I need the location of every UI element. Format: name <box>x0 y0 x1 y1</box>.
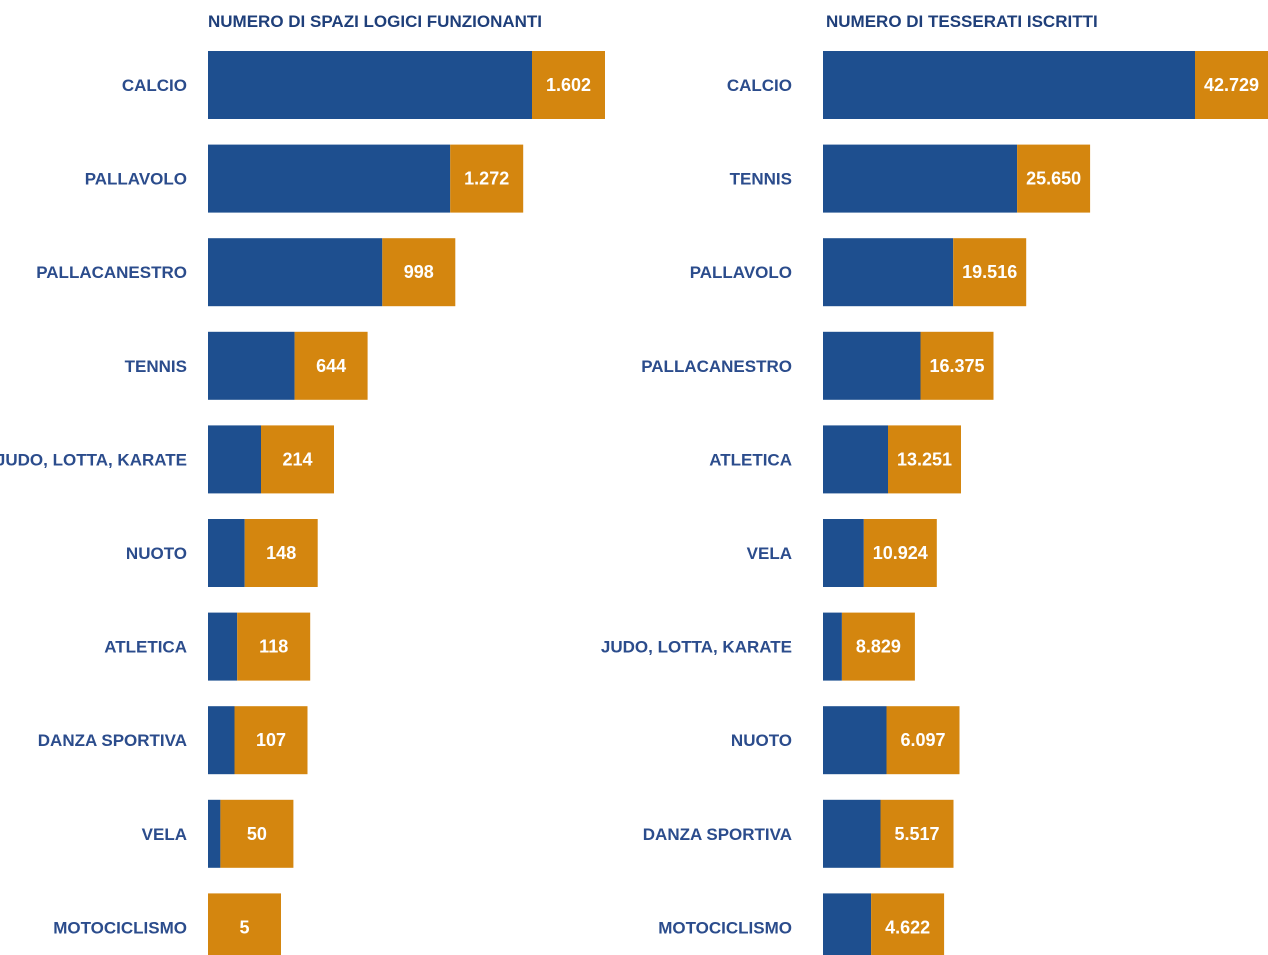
category-label: MOTOCICLISMO <box>53 918 187 937</box>
bar-value-label: 4.622 <box>885 917 930 937</box>
bar-value-label: 998 <box>404 262 434 282</box>
category-label: ATLETICA <box>104 638 187 657</box>
bar-blue-segment <box>208 51 532 119</box>
category-label: NUOTO <box>126 544 187 563</box>
category-label: JUDO, LOTTA, KARATE <box>601 638 792 657</box>
category-label: PALLACANESTRO <box>641 357 792 376</box>
bar-orange-segment <box>234 706 308 775</box>
bar-orange-segment <box>220 799 294 868</box>
bar-blue-segment <box>823 893 872 955</box>
bar-blue-segment <box>823 144 1018 213</box>
bar-blue-segment <box>823 706 887 775</box>
bar-value-label: 148 <box>266 543 296 563</box>
category-label: ATLETICA <box>709 450 792 469</box>
bar-orange-segment <box>888 425 961 494</box>
bar-orange-segment <box>1017 144 1091 213</box>
bar-blue-segment <box>823 425 888 494</box>
bar-value-label: 5 <box>239 917 249 937</box>
bar-blue-segment <box>823 612 842 681</box>
bar-value-label: 19.516 <box>962 262 1017 282</box>
bar-orange-segment <box>237 612 311 681</box>
bar-blue-segment <box>208 612 238 681</box>
bar-orange-segment <box>1195 51 1268 119</box>
bar-value-label: 6.097 <box>900 730 945 750</box>
bar-orange-segment <box>294 331 368 400</box>
bar-orange-segment <box>953 238 1027 307</box>
category-label: VELA <box>747 544 792 563</box>
bar-orange-segment <box>244 519 318 587</box>
category-label: VELA <box>142 825 187 844</box>
bar-orange-segment <box>886 706 960 775</box>
bar-blue-segment <box>208 799 221 868</box>
bar-value-label: 5.517 <box>894 824 939 844</box>
bar-value-label: 118 <box>259 637 288 657</box>
bar-value-label: 8.829 <box>856 637 901 657</box>
bar-value-label: 107 <box>256 730 286 750</box>
category-label: DANZA SPORTIVA <box>38 731 187 750</box>
bar-blue-segment <box>823 238 954 307</box>
bar-orange-segment <box>208 893 281 955</box>
bar-blue-segment <box>823 799 881 868</box>
category-label: TENNIS <box>730 170 792 189</box>
category-label: PALLACANESTRO <box>36 263 187 282</box>
bar-orange-segment <box>382 238 456 307</box>
bar-value-label: 1.602 <box>546 75 591 95</box>
bar-blue-segment <box>208 331 295 400</box>
category-label: MOTOCICLISMO <box>658 918 792 937</box>
bar-value-label: 644 <box>316 356 346 376</box>
category-label: NUOTO <box>731 731 792 750</box>
chart-tesserati-iscritti: NUMERO DI TESSERATI ISCRITTI 42.729 CALCIO… <box>601 12 1268 955</box>
category-label: CALCIO <box>727 76 792 95</box>
bar-orange-segment <box>450 144 524 213</box>
bar-blue-segment <box>208 425 261 494</box>
bar-orange-segment <box>863 519 937 587</box>
bar-blue-segment <box>208 144 451 213</box>
chart-spazi-logici: NUMERO DI SPAZI LOGICI FUNZIONANTI 1.602 C… <box>0 12 605 955</box>
bar-value-label: 13.251 <box>897 449 952 469</box>
bar-value-label: 16.375 <box>929 356 984 376</box>
bar-value-label: 25.650 <box>1026 169 1081 189</box>
bar-blue-segment <box>823 51 1195 119</box>
bar-orange-segment <box>880 799 954 868</box>
bar-value-label: 50 <box>247 824 267 844</box>
bar-orange-segment <box>261 425 334 494</box>
bar-value-label: 1.272 <box>464 169 509 189</box>
bar-orange-segment <box>841 612 915 681</box>
category-label: PALLAVOLO <box>690 263 792 282</box>
category-label: CALCIO <box>122 76 187 95</box>
bar-blue-segment <box>823 519 864 587</box>
bar-orange-segment <box>532 51 605 119</box>
category-label: TENNIS <box>125 357 187 376</box>
bar-blue-segment <box>208 519 245 587</box>
category-label: DANZA SPORTIVA <box>643 825 792 844</box>
category-label: JUDO, LOTTA, KARATE <box>0 450 187 469</box>
bar-orange-segment <box>920 331 994 400</box>
bar-value-label: 10.924 <box>873 543 928 563</box>
bar-blue-segment <box>208 238 383 307</box>
bar-orange-segment <box>871 893 945 955</box>
bar-value-label: 214 <box>282 449 312 469</box>
bar-value-label: 42.729 <box>1204 75 1259 95</box>
bar-blue-segment <box>823 331 921 400</box>
chart-title: NUMERO DI SPAZI LOGICI FUNZIONANTI <box>208 12 542 31</box>
category-label: PALLAVOLO <box>85 170 187 189</box>
chart-title: NUMERO DI TESSERATI ISCRITTI <box>826 12 1098 31</box>
bar-blue-segment <box>208 706 235 775</box>
